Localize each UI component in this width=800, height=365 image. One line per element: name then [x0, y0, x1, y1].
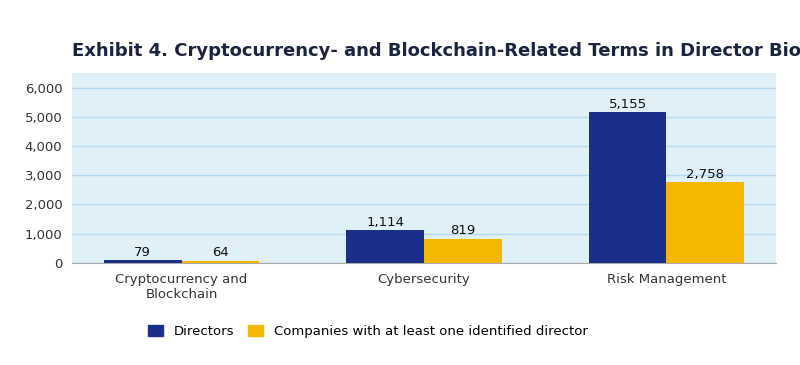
Text: 2,758: 2,758 [686, 168, 724, 181]
Bar [589, 112, 666, 263]
Text: 64: 64 [212, 246, 229, 259]
Bar [182, 261, 259, 263]
Bar [424, 239, 502, 263]
Bar [666, 182, 744, 263]
Legend: Directors, Companies with at least one identified director: Directors, Companies with at least one i… [142, 320, 593, 343]
Bar [104, 261, 182, 263]
Text: 1,114: 1,114 [366, 216, 404, 228]
Text: 5,155: 5,155 [609, 98, 646, 111]
Text: 819: 819 [450, 224, 475, 237]
Text: Exhibit 4. Cryptocurrency- and Blockchain-Related Terms in Director Biographies: Exhibit 4. Cryptocurrency- and Blockchai… [72, 42, 800, 60]
Text: 79: 79 [134, 246, 151, 259]
Bar [346, 230, 424, 263]
